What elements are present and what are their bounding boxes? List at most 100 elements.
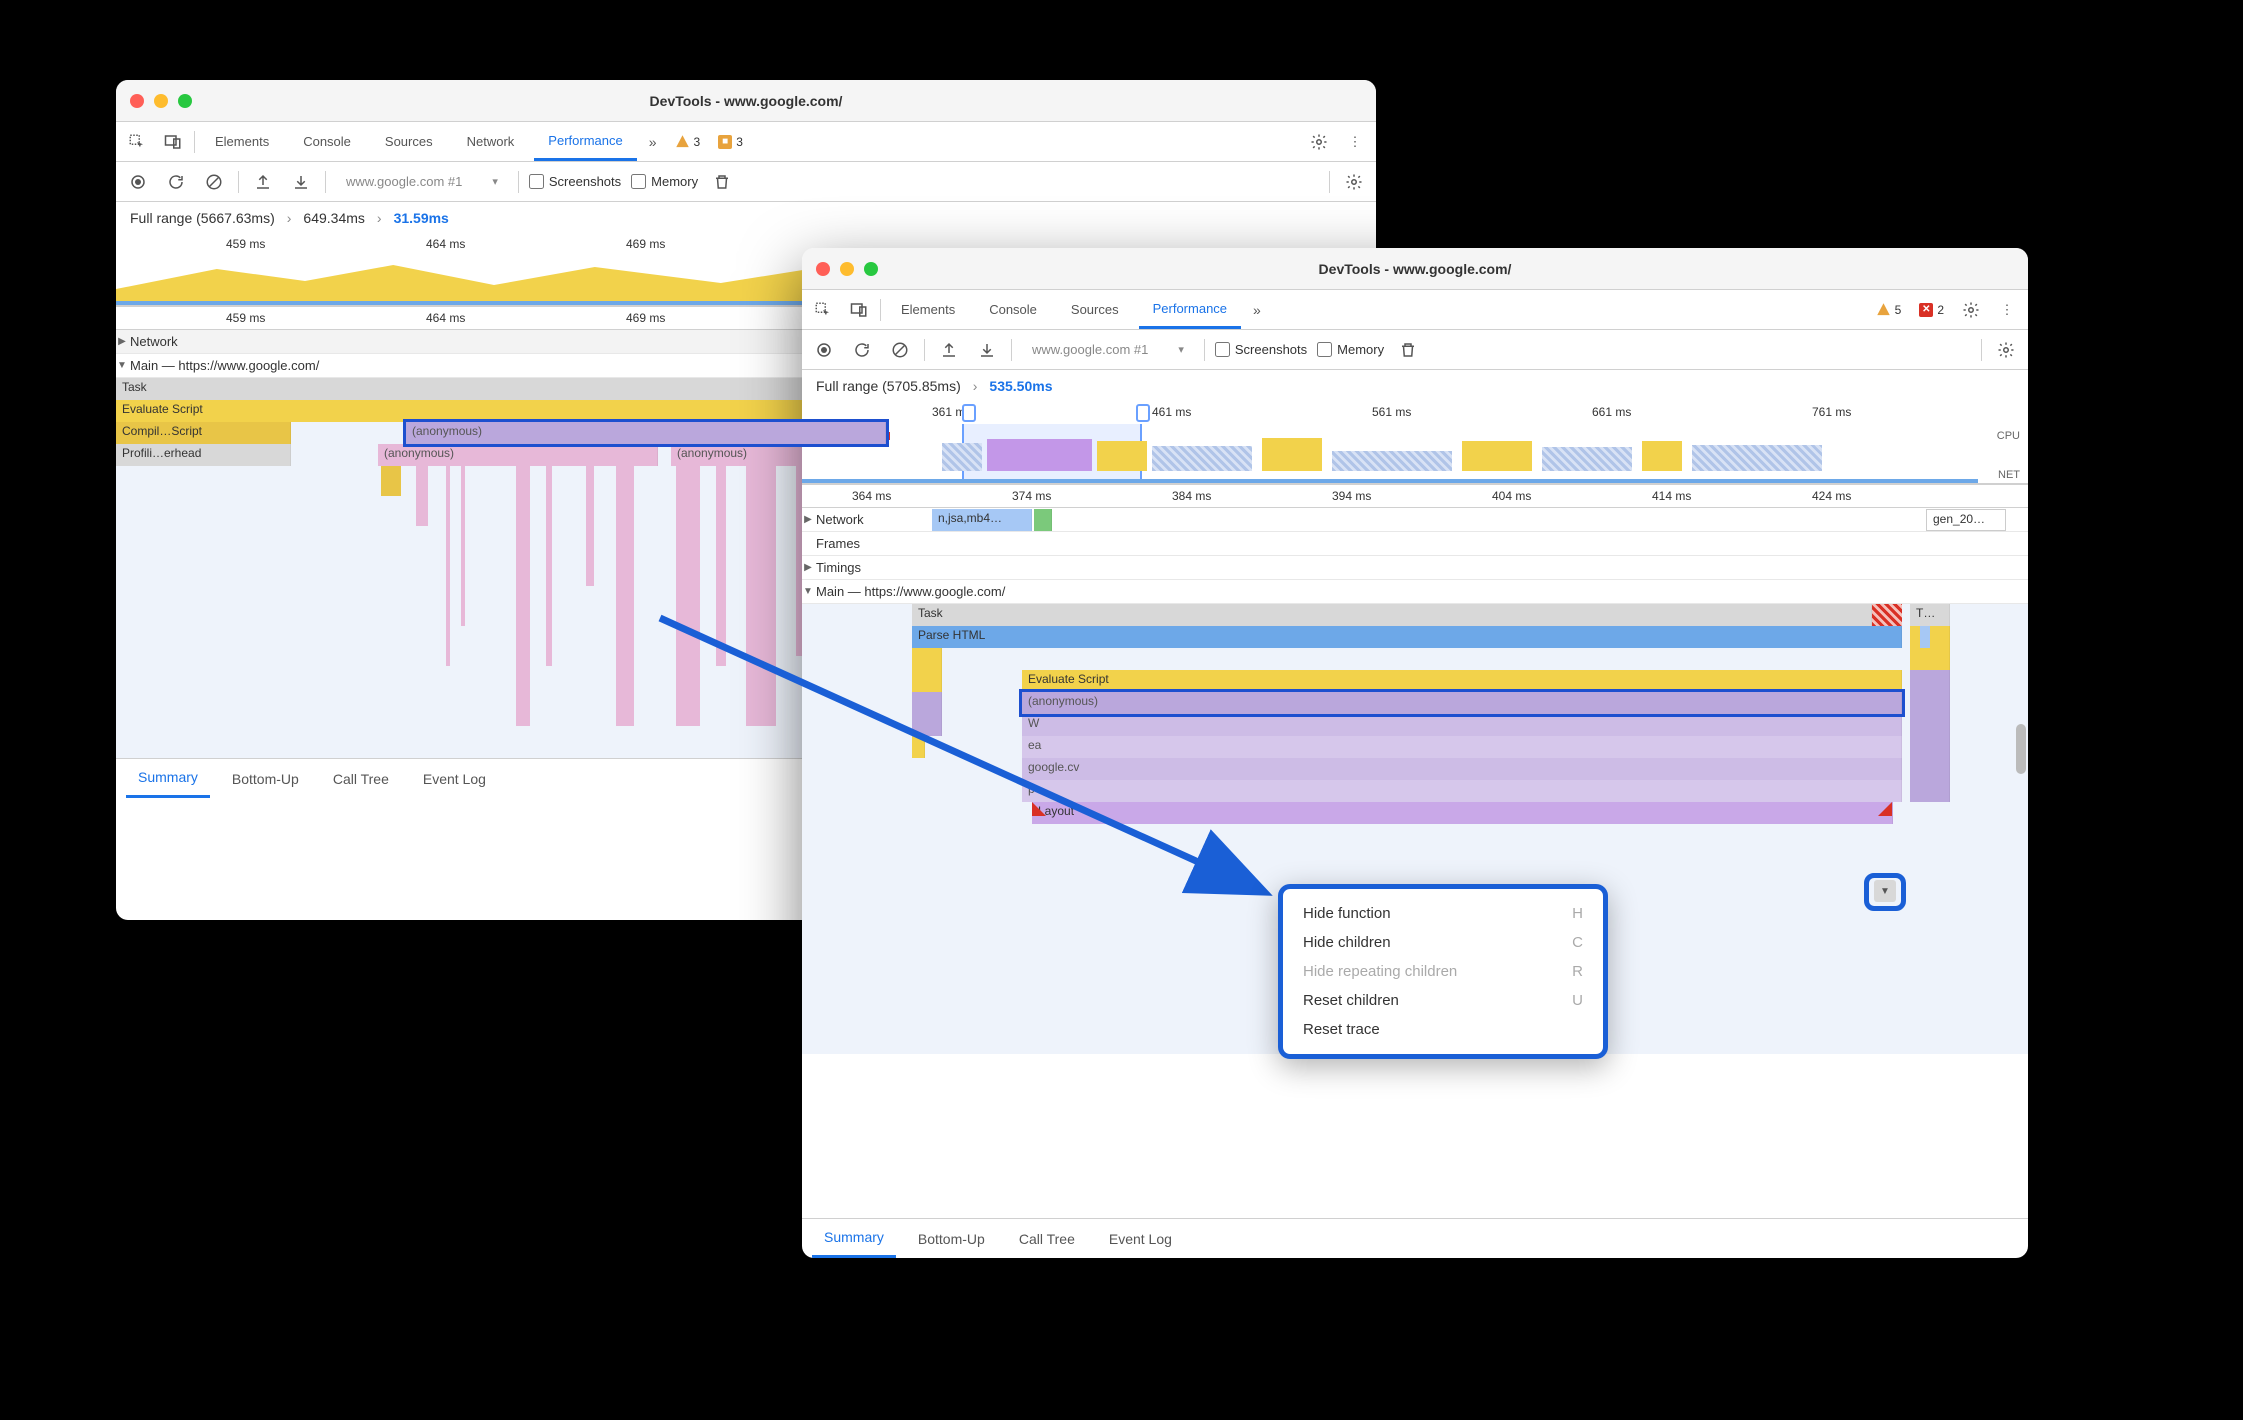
btab-summary[interactable]: Summary [126, 759, 210, 798]
timings-track[interactable]: ▶Timings [802, 556, 2028, 580]
more-icon[interactable]: ⋮ [1992, 295, 2022, 325]
menu-reset-trace[interactable]: Reset trace [1283, 1015, 1603, 1044]
minimize-icon[interactable] [154, 94, 168, 108]
flame-ea[interactable]: ea [1022, 736, 1902, 758]
device-toggle-icon[interactable] [844, 295, 874, 325]
overview-strip[interactable]: CPU NET [802, 424, 2028, 484]
traffic-lights [816, 262, 878, 276]
flame-anonymous-highlighted[interactable]: (anonymous) [406, 422, 886, 444]
gc-icon[interactable] [708, 168, 736, 196]
tab-sources[interactable]: Sources [1057, 290, 1133, 329]
flame-googlecv[interactable]: google.cv [1022, 758, 1902, 780]
menu-reset-children[interactable]: Reset childrenU [1283, 986, 1603, 1015]
btab-eventlog[interactable]: Event Log [411, 759, 498, 798]
maximize-icon[interactable] [864, 262, 878, 276]
flame-parse-html[interactable]: Parse HTML [912, 626, 1902, 648]
flame-compile-script[interactable]: Compil…Script [116, 422, 291, 444]
flame-w[interactable]: W [1022, 714, 1902, 736]
btab-bottomup[interactable]: Bottom-Up [220, 759, 311, 798]
reload-icon[interactable] [162, 168, 190, 196]
frames-track[interactable]: ▶Frames [802, 532, 2028, 556]
tab-elements[interactable]: Elements [887, 290, 969, 329]
tab-console[interactable]: Console [975, 290, 1051, 329]
download-icon[interactable] [973, 336, 1001, 364]
window-title: DevTools - www.google.com/ [802, 261, 2028, 277]
flame-anonymous-highlighted[interactable]: (anonymous) [1022, 692, 1902, 714]
settings-icon[interactable] [1304, 127, 1334, 157]
error-count: 3 [736, 135, 743, 149]
dropdown-trigger-icon[interactable]: ▼ [1874, 880, 1896, 902]
close-icon[interactable] [816, 262, 830, 276]
tab-network[interactable]: Network [453, 122, 529, 161]
upload-icon[interactable] [249, 168, 277, 196]
selection-handle-left[interactable] [962, 404, 976, 422]
detail-ruler: 364 ms 374 ms 384 ms 394 ms 404 ms 414 m… [802, 484, 2028, 508]
btab-calltree[interactable]: Call Tree [1007, 1219, 1087, 1258]
flame-task[interactable]: Task [912, 604, 1872, 626]
maximize-icon[interactable] [178, 94, 192, 108]
selection-handle-right[interactable] [1136, 404, 1150, 422]
memory-checkbox[interactable]: Memory [1317, 342, 1384, 357]
memory-checkbox[interactable]: Memory [631, 174, 698, 189]
network-entry-2[interactable] [1034, 509, 1052, 531]
network-entry-1[interactable]: n,jsa,mb4… [932, 509, 1032, 531]
tab-performance[interactable]: Performance [1139, 290, 1241, 329]
crumb-full[interactable]: Full range (5705.85ms) [816, 378, 961, 394]
crumb-full[interactable]: Full range (5667.63ms) [130, 210, 275, 226]
capture-settings-icon[interactable] [1992, 336, 2020, 364]
network-track[interactable]: ▶Network n,jsa,mb4… gen_20… [802, 508, 2028, 532]
download-icon[interactable] [287, 168, 315, 196]
inspect-icon[interactable] [808, 295, 838, 325]
screenshots-checkbox[interactable]: Screenshots [529, 174, 621, 189]
inspect-icon[interactable] [122, 127, 152, 157]
flame-task-long[interactable] [1872, 604, 1902, 626]
flame-layout-marker [1878, 802, 1892, 816]
errors-badge[interactable]: ✕2 [1913, 303, 1950, 317]
flame-anonymous-2[interactable]: (anonymous) [378, 444, 658, 466]
menu-hide-function[interactable]: Hide functionH [1283, 899, 1603, 928]
trace-selector[interactable]: www.google.com #1▾ [1022, 342, 1194, 357]
capture-settings-icon[interactable] [1340, 168, 1368, 196]
crumb-2[interactable]: 535.50ms [989, 378, 1052, 394]
flame-layout-marker-l [1032, 802, 1046, 816]
tab-sources[interactable]: Sources [371, 122, 447, 161]
menu-hide-children[interactable]: Hide childrenC [1283, 928, 1603, 957]
titlebar: DevTools - www.google.com/ [802, 248, 2028, 290]
scrollbar-thumb[interactable] [2016, 724, 2026, 774]
minimize-icon[interactable] [840, 262, 854, 276]
flame-profiling-overhead[interactable]: Profili…erhead [116, 444, 291, 466]
flame-task-2[interactable]: T… [1910, 604, 1950, 626]
record-icon[interactable] [810, 336, 838, 364]
btab-eventlog[interactable]: Event Log [1097, 1219, 1184, 1258]
clear-icon[interactable] [200, 168, 228, 196]
more-icon[interactable]: ⋮ [1340, 127, 1370, 157]
flame-p[interactable]: p [1022, 780, 1902, 802]
clear-icon[interactable] [886, 336, 914, 364]
btab-summary[interactable]: Summary [812, 1219, 896, 1258]
main-track[interactable]: ▼Main — https://www.google.com/ [802, 580, 2028, 604]
record-icon[interactable] [124, 168, 152, 196]
flame-evaluate-script[interactable]: Evaluate Script [1022, 670, 1902, 692]
btab-bottomup[interactable]: Bottom-Up [906, 1219, 997, 1258]
warnings-badge[interactable]: 3 [669, 134, 707, 149]
tab-console[interactable]: Console [289, 122, 365, 161]
device-toggle-icon[interactable] [158, 127, 188, 157]
tab-elements[interactable]: Elements [201, 122, 283, 161]
more-tabs-icon[interactable]: » [643, 134, 663, 150]
btab-calltree[interactable]: Call Tree [321, 759, 401, 798]
reload-icon[interactable] [848, 336, 876, 364]
more-tabs-icon[interactable]: » [1247, 302, 1267, 318]
settings-icon[interactable] [1956, 295, 1986, 325]
network-entry-gen[interactable]: gen_20… [1926, 509, 2006, 531]
errors-badge[interactable]: ■3 [712, 135, 749, 149]
crumb-2[interactable]: 649.34ms [303, 210, 364, 226]
crumb-3[interactable]: 31.59ms [394, 210, 449, 226]
close-icon[interactable] [130, 94, 144, 108]
trace-selector[interactable]: www.google.com #1▾ [336, 174, 508, 189]
screenshots-checkbox[interactable]: Screenshots [1215, 342, 1307, 357]
flame-layout[interactable]: Layout [1032, 802, 1893, 824]
upload-icon[interactable] [935, 336, 963, 364]
warnings-badge[interactable]: 5 [1870, 302, 1908, 317]
gc-icon[interactable] [1394, 336, 1422, 364]
tab-performance[interactable]: Performance [534, 122, 636, 161]
